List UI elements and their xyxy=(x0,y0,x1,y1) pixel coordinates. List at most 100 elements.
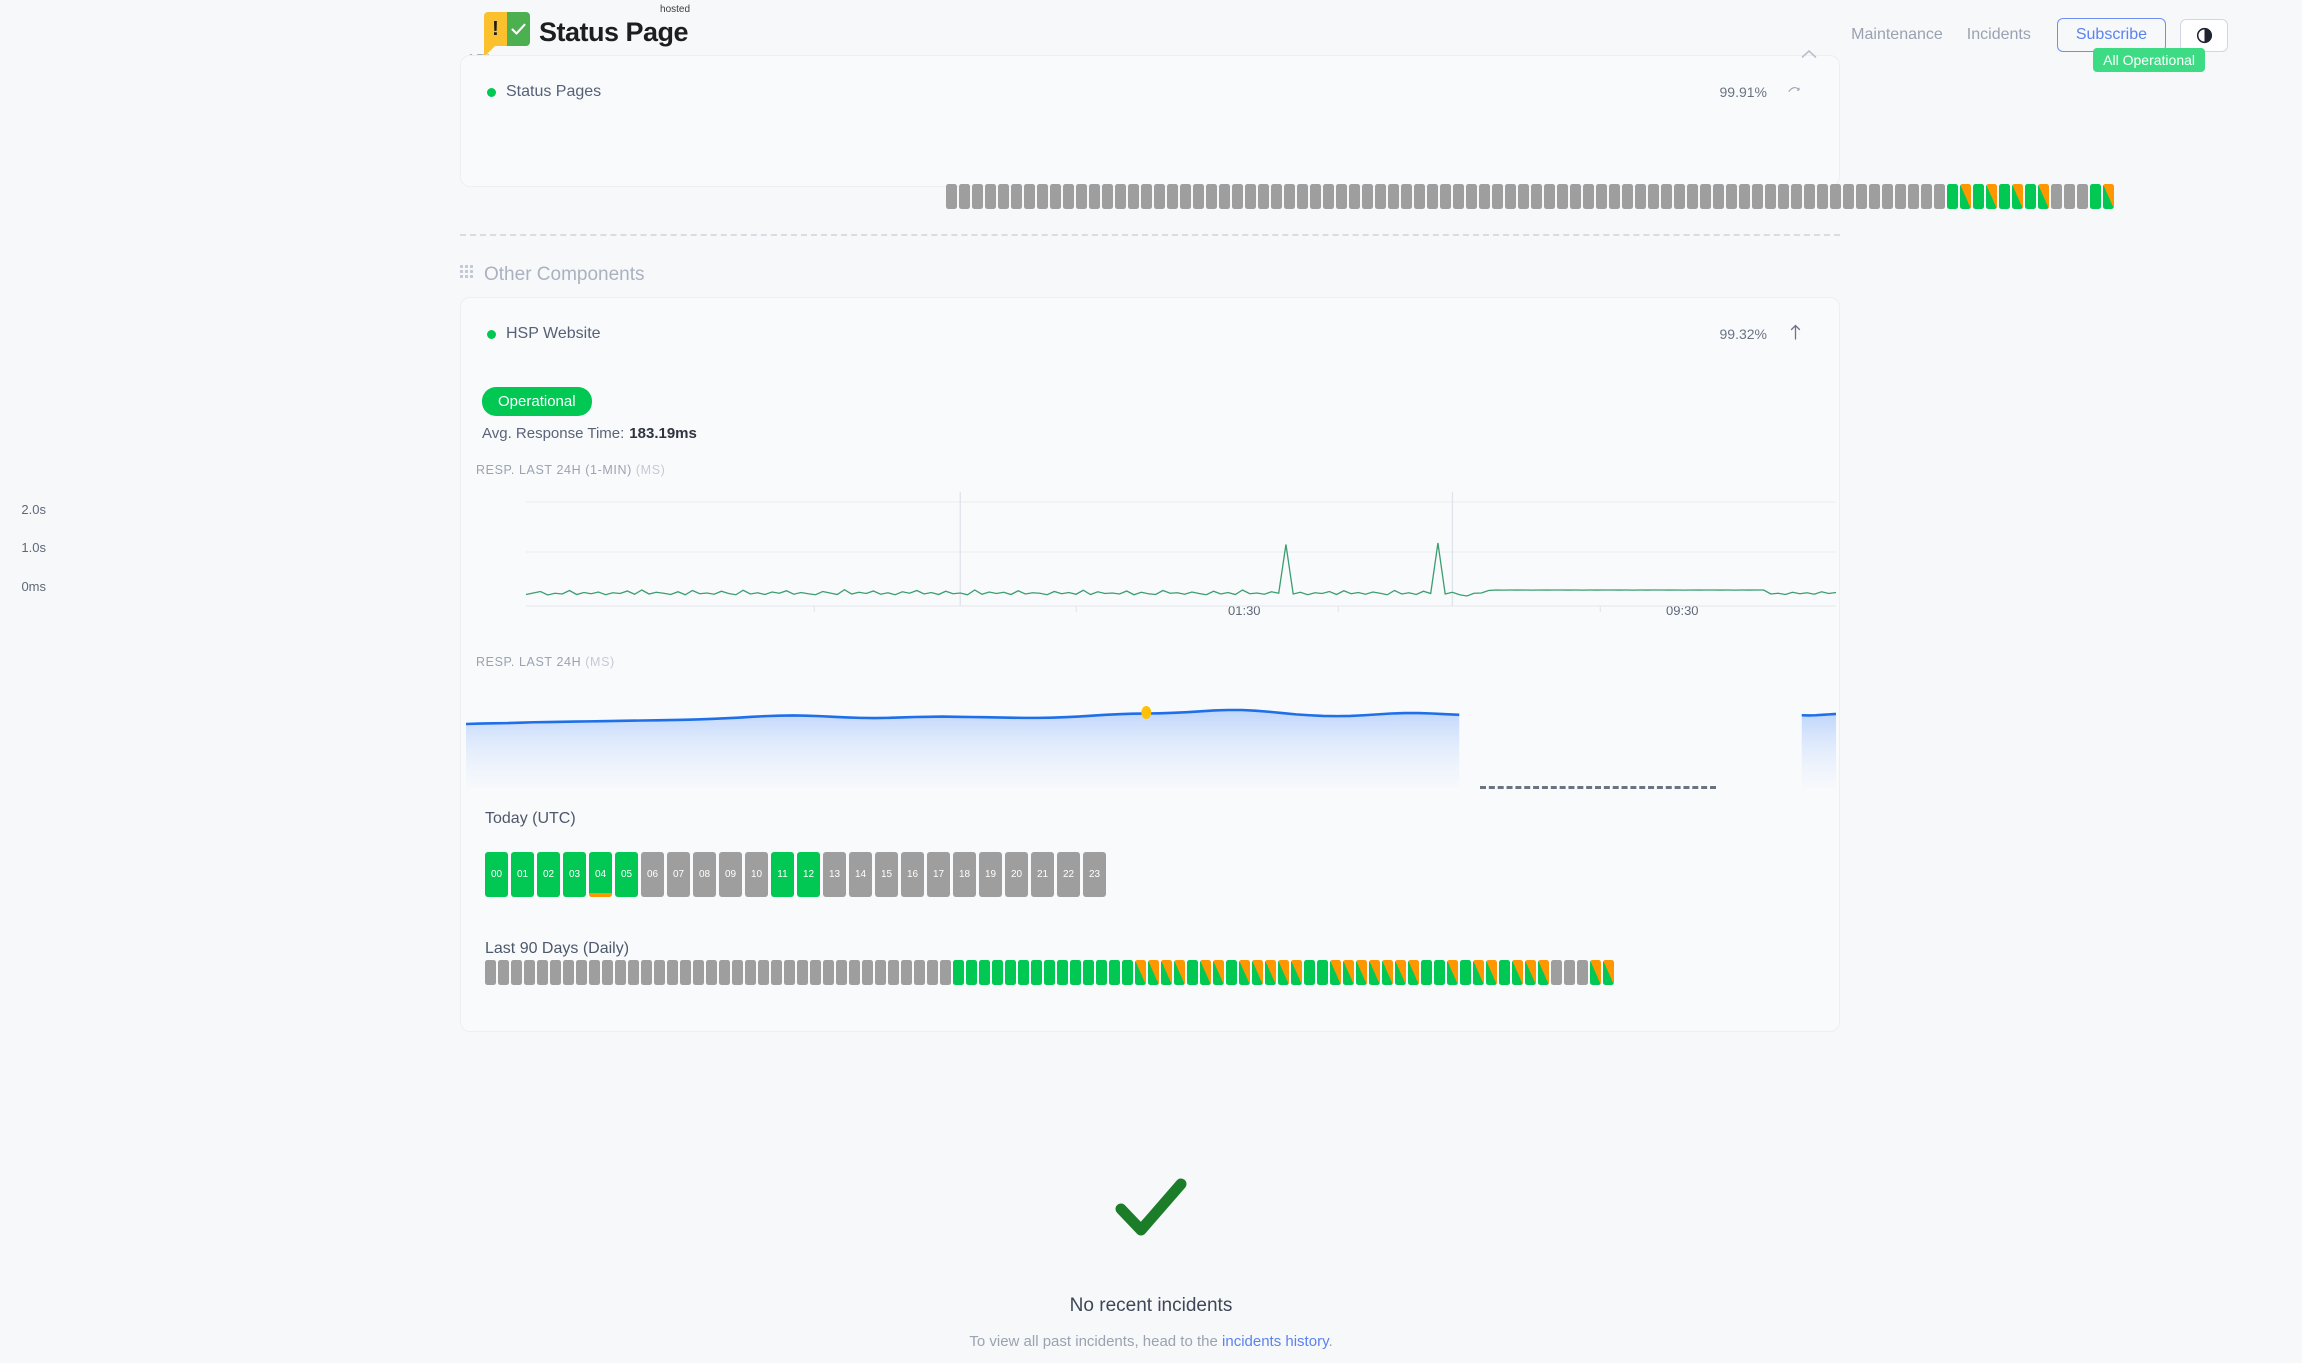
uptime-bar[interactable] xyxy=(836,960,847,985)
uptime-bar[interactable] xyxy=(1252,960,1263,985)
hour-bar[interactable]: 19 xyxy=(979,852,1002,897)
uptime-bar[interactable] xyxy=(1856,184,1867,209)
last-90-days-bars[interactable] xyxy=(485,960,1614,985)
uptime-bar[interactable] xyxy=(1297,184,1308,209)
uptime-bar[interactable] xyxy=(1317,960,1328,985)
uptime-bar[interactable] xyxy=(784,960,795,985)
uptime-bar[interactable] xyxy=(628,960,639,985)
status-pages-uptime-bars[interactable] xyxy=(946,184,2114,209)
uptime-bar[interactable] xyxy=(1330,960,1341,985)
uptime-bar[interactable] xyxy=(1895,184,1906,209)
uptime-bar[interactable] xyxy=(2064,184,2075,209)
uptime-bar[interactable] xyxy=(946,184,957,209)
uptime-bar[interactable] xyxy=(1135,960,1146,985)
uptime-bar[interactable] xyxy=(706,960,717,985)
uptime-bar[interactable] xyxy=(1050,184,1061,209)
uptime-bar[interactable] xyxy=(1505,184,1516,209)
today-hourly-bars[interactable]: 00 01 02 03 04 05 06 07 08 09 10 11 12 13 14 15 16 17 18 19… xyxy=(485,852,1106,897)
uptime-bar[interactable] xyxy=(959,184,970,209)
hour-bar[interactable]: 05 xyxy=(615,852,638,897)
uptime-bar[interactable] xyxy=(1187,960,1198,985)
uptime-bar[interactable] xyxy=(2012,184,2023,209)
uptime-bar[interactable] xyxy=(1434,960,1445,985)
hour-bar[interactable]: 16 xyxy=(901,852,924,897)
uptime-bar[interactable] xyxy=(1635,184,1646,209)
collapse-chevron-up-icon[interactable] xyxy=(1801,46,1817,63)
uptime-bar[interactable] xyxy=(927,960,938,985)
uptime-bar[interactable] xyxy=(1089,184,1100,209)
uptime-bar[interactable] xyxy=(1648,184,1659,209)
uptime-bar[interactable] xyxy=(1414,184,1425,209)
uptime-bar[interactable] xyxy=(1817,184,1828,209)
uptime-bar[interactable] xyxy=(1518,184,1529,209)
hour-bar[interactable]: 14 xyxy=(849,852,872,897)
uptime-bar[interactable] xyxy=(1200,960,1211,985)
uptime-bar[interactable] xyxy=(1063,184,1074,209)
uptime-bar[interactable] xyxy=(1284,184,1295,209)
uptime-bar[interactable] xyxy=(2090,184,2101,209)
uptime-bar[interactable] xyxy=(953,960,964,985)
uptime-bar[interactable] xyxy=(2103,184,2114,209)
uptime-bar[interactable] xyxy=(1271,184,1282,209)
uptime-bar[interactable] xyxy=(1018,960,1029,985)
uptime-bar[interactable] xyxy=(1115,184,1126,209)
uptime-bar[interactable] xyxy=(550,960,561,985)
uptime-bar[interactable] xyxy=(1466,184,1477,209)
uptime-bar[interactable] xyxy=(732,960,743,985)
uptime-bar[interactable] xyxy=(875,960,886,985)
uptime-bar[interactable] xyxy=(2038,184,2049,209)
uptime-bar[interactable] xyxy=(1583,184,1594,209)
uptime-bar[interactable] xyxy=(1057,960,1068,985)
uptime-bar[interactable] xyxy=(1590,960,1601,985)
hour-bar[interactable]: 10 xyxy=(745,852,768,897)
uptime-bar[interactable] xyxy=(1369,960,1380,985)
uptime-bar[interactable] xyxy=(1083,960,1094,985)
uptime-bar[interactable] xyxy=(1479,184,1490,209)
uptime-bar[interactable] xyxy=(1486,960,1497,985)
uptime-bar[interactable] xyxy=(667,960,678,985)
uptime-bar[interactable] xyxy=(992,960,1003,985)
uptime-bar[interactable] xyxy=(1037,184,1048,209)
hour-bar[interactable]: 20 xyxy=(1005,852,1028,897)
uptime-bar[interactable] xyxy=(1128,184,1139,209)
brand-logo[interactable]: ! Status Page hosted xyxy=(484,4,690,57)
uptime-bar[interactable] xyxy=(1024,184,1035,209)
uptime-bar[interactable] xyxy=(1109,960,1120,985)
uptime-bar[interactable] xyxy=(810,960,821,985)
uptime-bar[interactable] xyxy=(745,960,756,985)
uptime-bar[interactable] xyxy=(1232,184,1243,209)
uptime-bar[interactable] xyxy=(1323,184,1334,209)
response-time-line-chart[interactable] xyxy=(476,490,1836,620)
hour-bar[interactable]: 08 xyxy=(693,852,716,897)
hour-bar[interactable]: 23 xyxy=(1083,852,1106,897)
uptime-bar[interactable] xyxy=(1499,960,1510,985)
uptime-bar[interactable] xyxy=(1005,960,1016,985)
hour-bar[interactable]: 06 xyxy=(641,852,664,897)
uptime-bar[interactable] xyxy=(485,960,496,985)
uptime-bar[interactable] xyxy=(2025,184,2036,209)
uptime-bar[interactable] xyxy=(1356,960,1367,985)
subscribe-button[interactable]: Subscribe xyxy=(2056,18,2166,52)
uptime-bar[interactable] xyxy=(524,960,535,985)
uptime-bar[interactable] xyxy=(654,960,665,985)
nav-link-incidents[interactable]: Incidents xyxy=(1966,26,2031,43)
uptime-bar[interactable] xyxy=(693,960,704,985)
uptime-bar[interactable] xyxy=(1531,184,1542,209)
uptime-bar[interactable] xyxy=(862,960,873,985)
uptime-bar[interactable] xyxy=(1096,960,1107,985)
uptime-bar[interactable] xyxy=(1804,184,1815,209)
hour-bar[interactable]: 07 xyxy=(667,852,690,897)
uptime-bar[interactable] xyxy=(1375,184,1386,209)
uptime-bar[interactable] xyxy=(914,960,925,985)
uptime-bar[interactable] xyxy=(1349,184,1360,209)
uptime-bar[interactable] xyxy=(1947,184,1958,209)
uptime-bar[interactable] xyxy=(1447,960,1458,985)
uptime-bar[interactable] xyxy=(1161,960,1172,985)
uptime-bar[interactable] xyxy=(1473,960,1484,985)
uptime-bar[interactable] xyxy=(1310,184,1321,209)
uptime-bar[interactable] xyxy=(498,960,509,985)
uptime-bar[interactable] xyxy=(1453,184,1464,209)
hour-bar[interactable]: 02 xyxy=(537,852,560,897)
uptime-bar[interactable] xyxy=(563,960,574,985)
uptime-bar[interactable] xyxy=(2077,184,2088,209)
